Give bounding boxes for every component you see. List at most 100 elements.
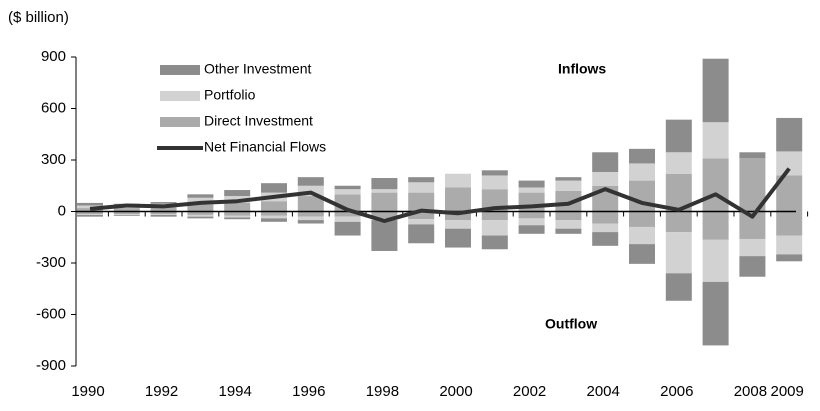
bar-segment <box>297 177 324 186</box>
x-tick-label: 2002 <box>513 383 546 400</box>
bar-segment <box>555 177 582 181</box>
bar-segment <box>408 192 435 212</box>
legend-label: Portfolio <box>204 87 256 103</box>
y-tick-label: 0 <box>58 202 66 219</box>
annotation: Outflow <box>545 316 597 332</box>
bar-segment <box>702 239 729 282</box>
bar-segment <box>371 192 398 212</box>
bar-segment <box>702 58 729 123</box>
legend-swatch <box>160 117 200 127</box>
bar-segment <box>592 232 619 246</box>
bar-segment <box>371 211 398 219</box>
bar-segment <box>665 211 692 233</box>
bar-segment <box>371 178 398 190</box>
bar-segment <box>592 172 619 186</box>
legend-label: Other Investment <box>204 61 311 77</box>
x-tick-label: 1996 <box>292 383 325 400</box>
bar-segment <box>445 228 471 248</box>
x-tick-label: 2009 <box>771 383 804 400</box>
y-axis-label: ($ billion) <box>8 9 69 26</box>
bar-segment <box>702 211 729 240</box>
bar-segment <box>150 214 177 217</box>
bar-segment <box>150 211 177 215</box>
bar-segment <box>776 117 803 152</box>
bar-segment <box>334 221 361 236</box>
bar-segment <box>665 152 692 174</box>
bar-segment <box>224 215 251 218</box>
bar-segment <box>187 214 214 217</box>
bar-segment <box>371 220 398 251</box>
bar-segment <box>592 152 619 173</box>
bar-segment <box>629 148 655 164</box>
bar-segment <box>261 215 287 219</box>
legend-label: Direct Investment <box>204 113 313 129</box>
bar-segment <box>445 187 471 212</box>
bar-segment <box>77 211 103 215</box>
bar-segment <box>518 187 545 193</box>
bar-segment <box>261 218 287 222</box>
x-tick-label: 2004 <box>587 383 620 400</box>
x-tick-label: 1998 <box>366 383 399 400</box>
y-tick-label: -300 <box>36 254 66 271</box>
bar-segment <box>334 189 361 195</box>
y-tick-label: -600 <box>36 305 66 322</box>
bar-segment <box>592 223 619 233</box>
bar-segment <box>481 220 508 236</box>
bar-segment <box>334 211 361 217</box>
bar-segment <box>629 226 655 245</box>
y-tick-label: 300 <box>41 151 66 168</box>
bar-segment <box>481 211 508 221</box>
y-tick-label: 600 <box>41 99 66 116</box>
bar-segment <box>187 211 214 215</box>
bar-segment <box>665 232 692 274</box>
bar-segment <box>555 190 582 212</box>
bar-segment <box>555 220 582 229</box>
bar-segment <box>629 211 655 227</box>
bar-segment <box>224 211 251 216</box>
bar-segment <box>297 216 324 221</box>
x-tick-label: 2008 <box>734 383 767 400</box>
bar-segment <box>629 244 655 264</box>
bar-segment <box>592 211 619 224</box>
bar-segment <box>187 204 214 212</box>
y-tick-label: -900 <box>36 357 66 374</box>
bar-segment <box>113 214 140 216</box>
x-tick-label: 1992 <box>145 383 178 400</box>
bar-segment <box>518 180 545 188</box>
bar-segment <box>77 214 103 215</box>
bar-segment <box>113 211 140 215</box>
bar-segment <box>77 202 103 206</box>
bar-segment <box>665 119 692 153</box>
bar-segment <box>150 207 177 212</box>
bar-segment <box>77 208 103 212</box>
legend-swatch <box>160 65 200 75</box>
x-tick-label: 2006 <box>660 383 693 400</box>
bar-segment <box>629 180 655 212</box>
bar-segment <box>445 211 471 221</box>
bar-segment <box>224 217 251 220</box>
bar-segment <box>334 185 361 190</box>
bar-segment <box>665 273 692 301</box>
bar-segment <box>776 235 803 255</box>
bar-segment <box>739 152 766 159</box>
bar-segment <box>629 163 655 181</box>
bar-segment <box>187 194 214 198</box>
bar-segment <box>261 211 287 216</box>
bar-segment <box>113 208 140 212</box>
x-tick-label: 2000 <box>439 383 472 400</box>
bar-segment <box>261 201 287 212</box>
bar-segment <box>297 220 324 224</box>
bar-segment <box>77 214 103 217</box>
bar-segment <box>408 224 435 244</box>
bar-segment <box>776 211 803 236</box>
bar-segment <box>408 177 435 183</box>
bar-segment <box>555 211 582 221</box>
bar-segment <box>739 238 766 257</box>
bar-segment <box>702 281 729 346</box>
bar-segment <box>445 173 471 188</box>
bar-segment <box>739 256 766 277</box>
legend-label: Net Financial Flows <box>204 139 326 155</box>
bar-segment <box>150 202 177 204</box>
legend-swatch <box>160 91 200 101</box>
